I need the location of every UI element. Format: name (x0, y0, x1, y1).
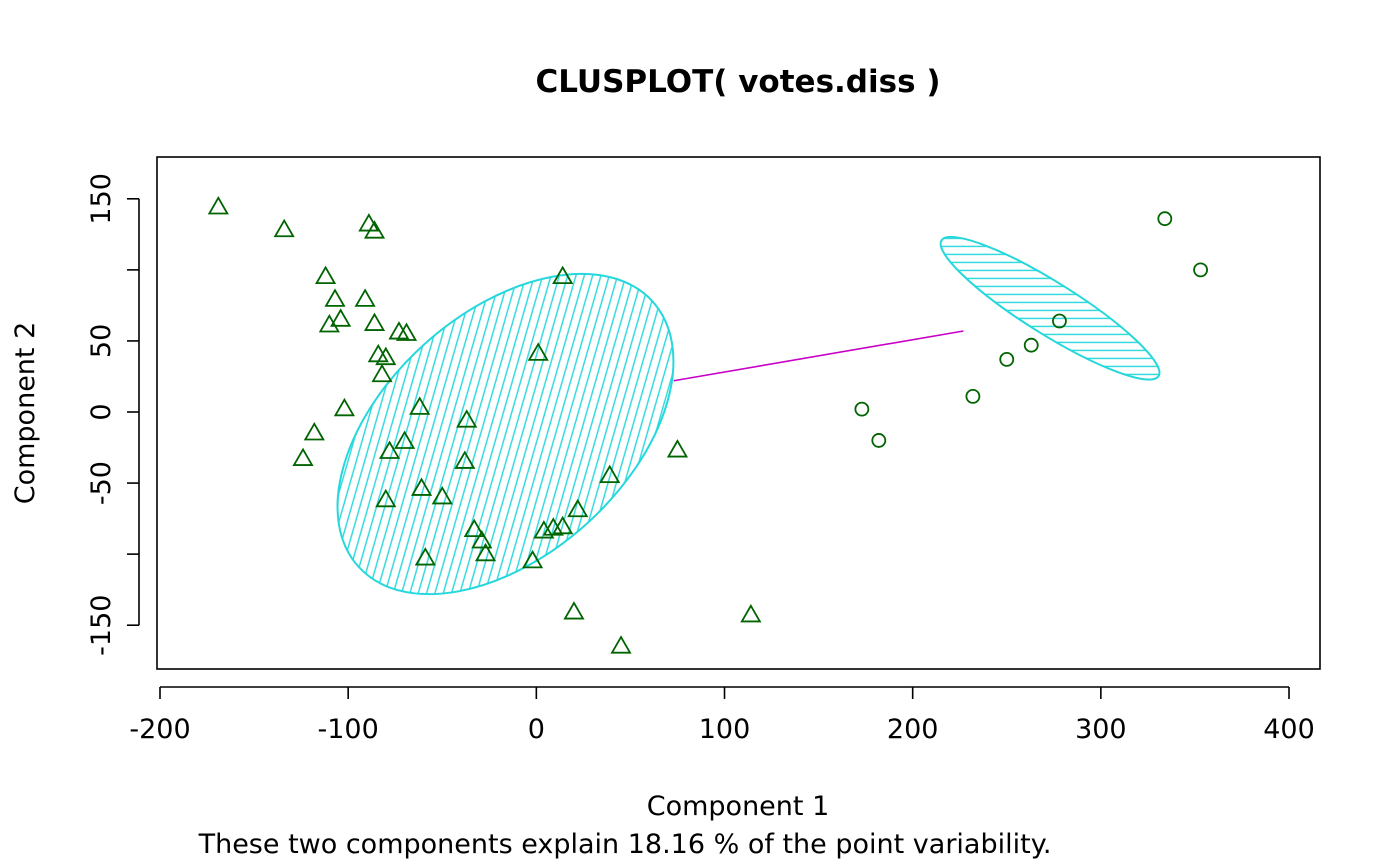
circle-point (871, 433, 887, 448)
cluster-ellipse (336, 272, 675, 596)
triangle-point (371, 363, 393, 383)
y-tick-label: 50 (86, 324, 117, 358)
circle-point (1157, 211, 1173, 227)
chart-subtitle: These two components explain 18.16 % of … (198, 829, 1052, 860)
triangle-point (414, 547, 436, 566)
cluster-connector-line (673, 330, 964, 382)
triangle-point (363, 312, 386, 331)
triangle-point (394, 430, 416, 449)
triangle-point (375, 346, 397, 366)
triangle-point (333, 397, 355, 417)
chart-title: CLUSPLOT( votes.diss ) (536, 64, 941, 100)
triangle-point (474, 542, 497, 562)
circle-point (1023, 337, 1039, 353)
triangle-point (273, 218, 295, 238)
plot-area (207, 196, 1208, 654)
triangle-point (303, 422, 325, 441)
triangle-point (740, 603, 762, 623)
y-tick-label: -50 (86, 461, 117, 505)
y-axis: -150 -50 0 50 150 (86, 173, 140, 656)
circle-point (965, 388, 981, 404)
x-tick-label: 0 (528, 714, 545, 745)
triangle-point (318, 313, 340, 333)
triangle-point (395, 322, 418, 341)
triangle-point (363, 220, 386, 239)
triangle-point (354, 288, 376, 307)
triangle-point (542, 517, 564, 536)
x-tick-label: 300 (1075, 714, 1127, 745)
triangle-point (563, 601, 585, 620)
y-tick-label: -150 (86, 595, 117, 656)
x-tick-label: 400 (1263, 714, 1315, 745)
plot-frame (156, 156, 1321, 670)
triangle-point (533, 520, 555, 539)
triangle-point (367, 343, 389, 363)
triangle-point (552, 515, 574, 535)
x-axis: -200 -100 0 100 200 300 400 (129, 686, 1315, 745)
triangle-point (463, 518, 485, 538)
triangle-point (610, 635, 632, 654)
triangle-point (315, 265, 337, 285)
triangle-point (454, 450, 476, 469)
triangle-point (567, 498, 589, 518)
circle-point (1193, 262, 1208, 278)
triangle-point (666, 439, 689, 458)
triangle-point (378, 440, 401, 459)
x-axis-label: Component 1 (647, 791, 830, 822)
x-tick-label: -200 (129, 714, 190, 745)
triangle-point (324, 288, 346, 307)
triangle-point (292, 447, 314, 466)
circle-point (854, 401, 870, 417)
triangle-point (552, 265, 574, 285)
triangle-point (431, 485, 453, 505)
x-tick-label: -100 (318, 714, 379, 745)
triangle-point (375, 488, 397, 508)
y-tick-label: 150 (86, 173, 117, 225)
y-tick-label: 0 (86, 403, 117, 420)
x-tick-label: 100 (699, 714, 751, 745)
triangle-point (599, 464, 621, 484)
triangle-point (521, 549, 544, 569)
circle-point (999, 352, 1015, 367)
triangle-point (527, 342, 549, 361)
triangle-point (330, 308, 352, 327)
triangle-point (207, 196, 229, 215)
cluster-ellipse (939, 235, 1161, 381)
circle-point (1052, 313, 1067, 329)
triangle-point (409, 396, 431, 415)
triangle-point (471, 530, 493, 549)
x-tick-label: 200 (887, 714, 939, 745)
y-axis-label: Component 2 (10, 322, 41, 505)
triangle-point (410, 477, 433, 496)
triangle-point (456, 409, 478, 428)
